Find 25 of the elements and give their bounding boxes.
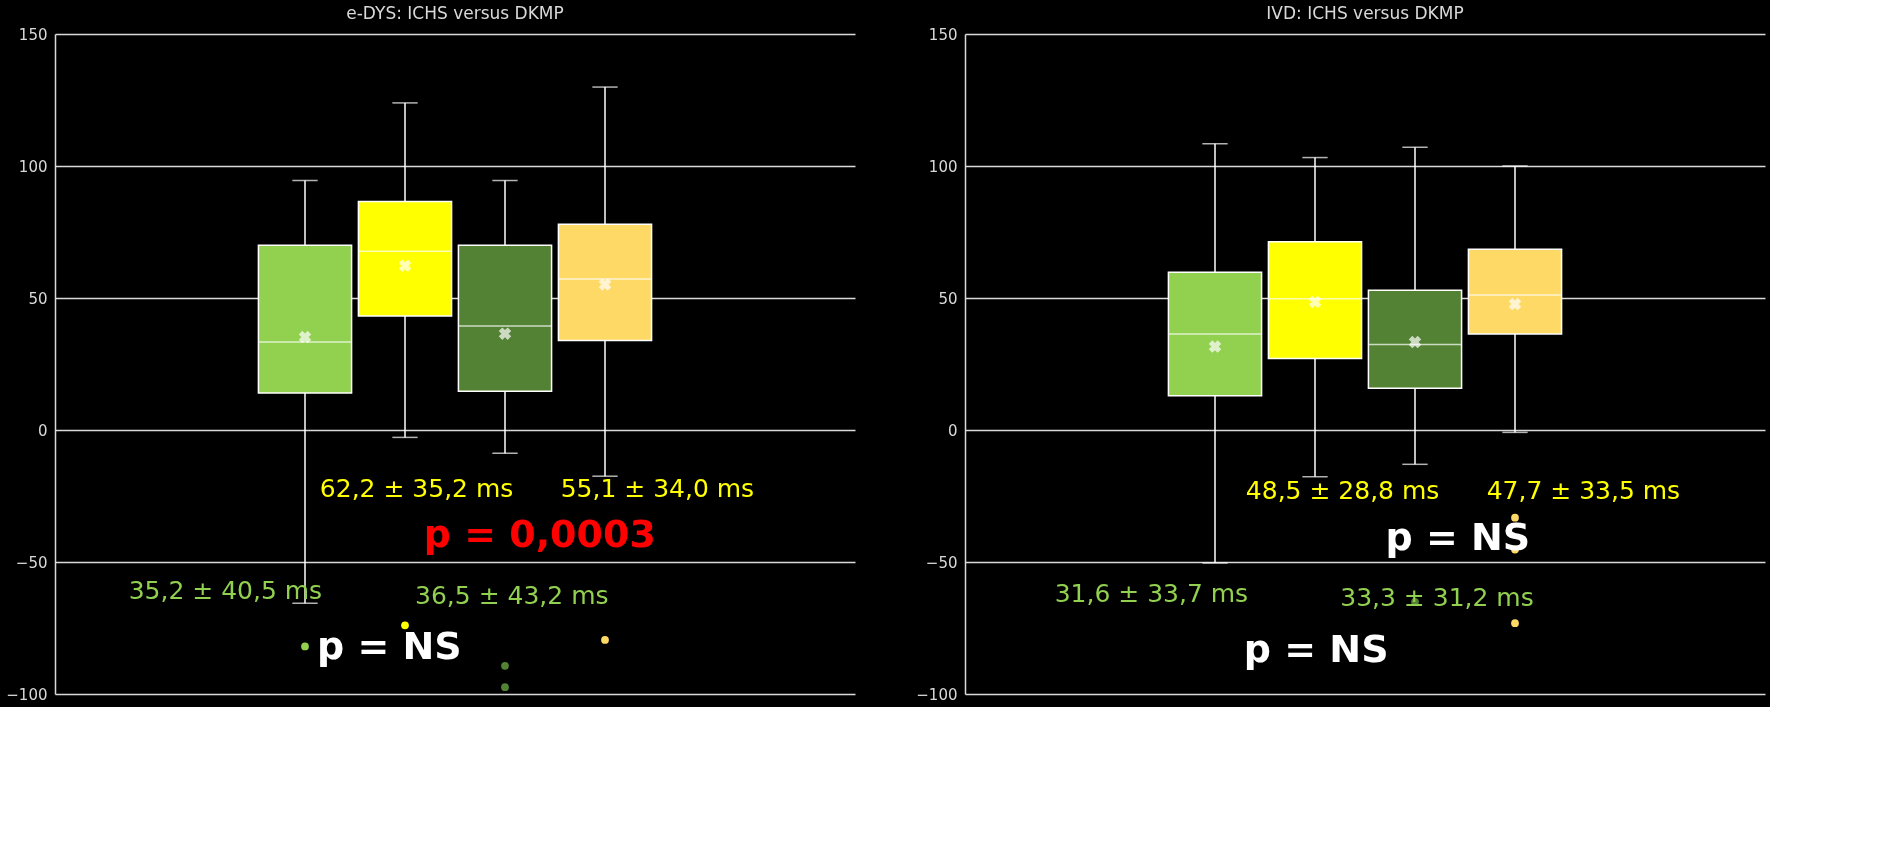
y-tick-label: 100 [928, 157, 958, 176]
y-tick-label: −100 [6, 685, 48, 704]
y-tick-label: 150 [18, 25, 48, 44]
chart-title: e-DYS: ICHS versus DKMP [346, 3, 564, 23]
annotation: 48,5 ± 28,8 ms [1245, 475, 1440, 505]
annotation: p = NS [1243, 627, 1389, 672]
y-tick-label: −100 [916, 685, 958, 704]
annotation: 31,6 ± 33,7 ms [1054, 578, 1249, 608]
y-tick-label: −50 [925, 553, 958, 572]
y-tick-label: 0 [37, 421, 48, 440]
y-tick-label: −50 [15, 553, 48, 572]
y-tick-label: 100 [18, 157, 48, 176]
annotation: 33,3 ± 31,2 ms [1340, 583, 1534, 613]
annotation: p = NS [1385, 514, 1531, 559]
annotation: p = NS [317, 623, 462, 668]
y-tick-label: 0 [947, 421, 958, 440]
annotation: 55,1 ± 34,0 ms [560, 473, 755, 503]
y-tick-label: 50 [28, 289, 48, 308]
annotation: 62,2 ± 35,2 ms [319, 473, 514, 503]
y-tick-label: 50 [938, 289, 958, 308]
annotation: 47,7 ± 33,5 ms [1486, 475, 1681, 505]
annotation: p = 0,0003 [423, 511, 656, 556]
annotation: 36,5 ± 43,2 ms [415, 580, 609, 610]
y-tick-label: 150 [928, 25, 958, 44]
chart-title: IVD: ICHS versus DKMP [1266, 3, 1464, 23]
